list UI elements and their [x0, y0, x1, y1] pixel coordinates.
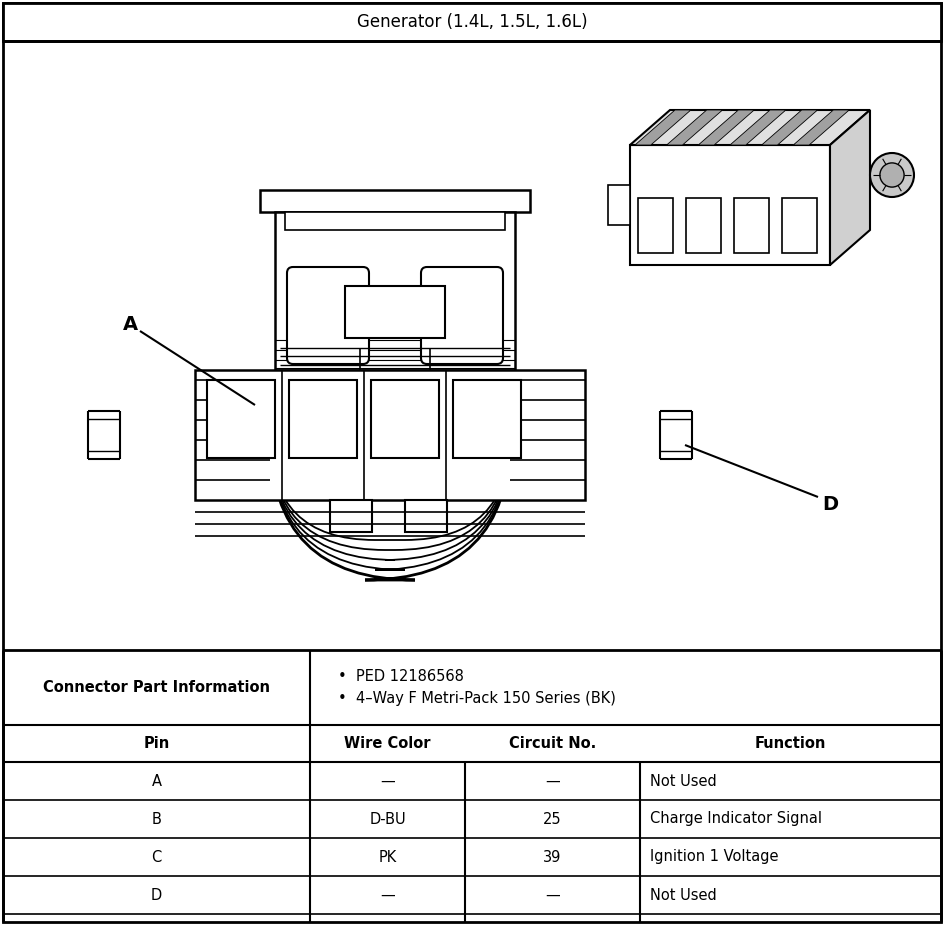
- Bar: [638, 198, 673, 253]
- Bar: [608, 185, 630, 225]
- Bar: [345, 286, 445, 338]
- Bar: [285, 212, 505, 230]
- Text: D: D: [151, 887, 162, 903]
- Text: C: C: [151, 849, 161, 865]
- Text: A: A: [151, 773, 161, 788]
- Polygon shape: [635, 110, 691, 145]
- Polygon shape: [830, 110, 870, 265]
- Text: Ignition 1 Voltage: Ignition 1 Voltage: [650, 849, 779, 865]
- Text: —: —: [545, 773, 560, 788]
- Text: D: D: [822, 496, 838, 514]
- Text: Function: Function: [755, 736, 826, 751]
- Bar: [453, 380, 521, 458]
- Bar: [686, 198, 721, 253]
- Text: PK: PK: [379, 849, 396, 865]
- Bar: [275, 212, 515, 370]
- FancyBboxPatch shape: [287, 267, 369, 364]
- Bar: [207, 380, 275, 458]
- Bar: [734, 198, 769, 253]
- Text: —: —: [380, 887, 395, 903]
- Text: Generator (1.4L, 1.5L, 1.6L): Generator (1.4L, 1.5L, 1.6L): [357, 13, 587, 31]
- Text: Wire Color: Wire Color: [345, 736, 430, 751]
- Text: Connector Part Information: Connector Part Information: [43, 680, 270, 695]
- Bar: [289, 380, 357, 458]
- Text: 25: 25: [543, 811, 562, 827]
- Text: Not Used: Not Used: [650, 887, 716, 903]
- Text: D-BU: D-BU: [369, 811, 406, 827]
- Text: Not Used: Not Used: [650, 773, 716, 788]
- Text: 39: 39: [544, 849, 562, 865]
- FancyBboxPatch shape: [421, 267, 503, 364]
- Polygon shape: [630, 110, 870, 145]
- Text: —: —: [380, 773, 395, 788]
- Polygon shape: [730, 110, 785, 145]
- Circle shape: [880, 163, 904, 187]
- Circle shape: [870, 153, 914, 197]
- Text: •  PED 12186568: • PED 12186568: [338, 669, 464, 684]
- Bar: [782, 198, 817, 253]
- Text: Pin: Pin: [143, 736, 170, 751]
- Text: •  4–Way F Metri-Pack 150 Series (BK): • 4–Way F Metri-Pack 150 Series (BK): [338, 691, 615, 707]
- Text: A: A: [123, 315, 138, 335]
- Bar: [371, 380, 439, 458]
- Bar: [260, 190, 530, 212]
- Bar: [330, 500, 372, 532]
- Text: —: —: [545, 887, 560, 903]
- Text: B: B: [152, 811, 161, 827]
- Polygon shape: [666, 110, 722, 145]
- Bar: [3, 3, 941, 41]
- Polygon shape: [793, 110, 850, 145]
- Polygon shape: [762, 110, 818, 145]
- Bar: [630, 145, 830, 265]
- FancyBboxPatch shape: [270, 290, 510, 580]
- Text: Charge Indicator Signal: Charge Indicator Signal: [650, 811, 822, 827]
- Polygon shape: [699, 110, 754, 145]
- Bar: [405, 500, 447, 532]
- Text: Circuit No.: Circuit No.: [509, 736, 596, 751]
- Bar: [195, 370, 585, 500]
